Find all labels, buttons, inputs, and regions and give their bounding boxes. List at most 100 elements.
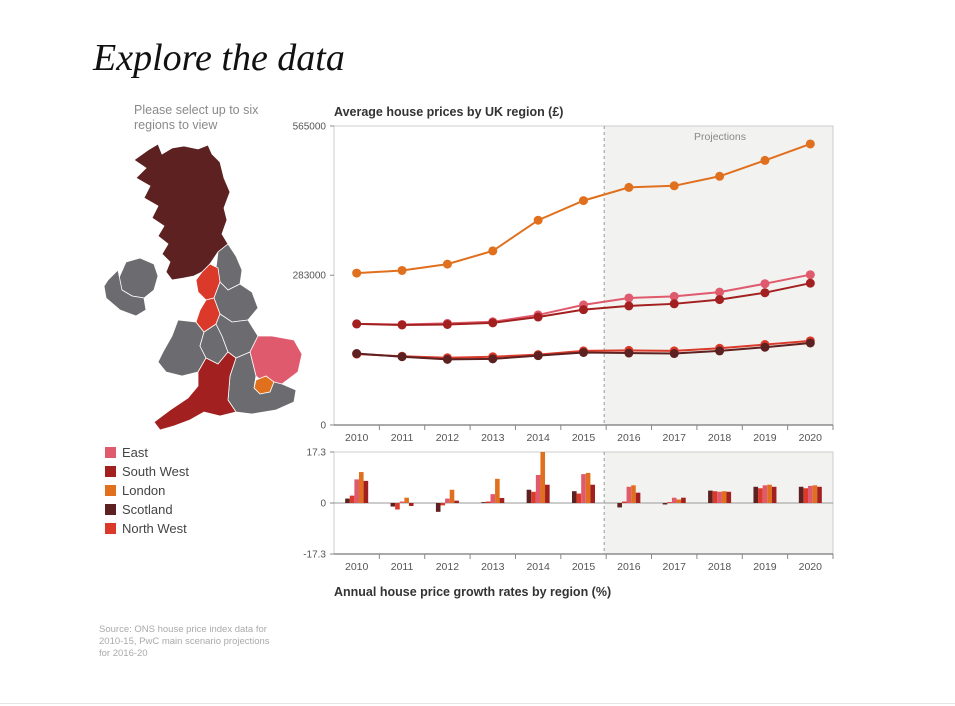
bar-north-west[interactable] [349,495,355,503]
bar-scotland[interactable] [753,486,759,503]
bar-scotland[interactable] [708,490,713,503]
data-point[interactable] [760,342,770,352]
bar-london[interactable] [585,472,591,503]
legend-item-north-west[interactable]: North West [105,519,189,538]
data-point[interactable] [624,182,634,192]
data-point[interactable] [533,215,543,225]
bar-east[interactable] [717,491,722,503]
data-point[interactable] [669,349,679,359]
data-point[interactable] [805,338,815,348]
data-point[interactable] [669,181,679,191]
data-point[interactable] [442,259,452,269]
bar-london[interactable] [676,499,682,503]
bar-scotland[interactable] [435,503,441,512]
map-region-wales[interactable] [157,319,207,377]
data-point[interactable] [715,295,725,305]
bar-south-west[interactable] [363,480,369,503]
bar-london[interactable] [404,497,409,503]
data-point[interactable] [579,305,588,315]
bar-london[interactable] [812,485,818,503]
data-point[interactable] [805,278,815,288]
map-region-south-west[interactable] [153,351,237,431]
data-point[interactable] [397,320,407,330]
bar-south-west[interactable] [635,492,641,503]
legend-item-south-west[interactable]: South West [105,462,189,481]
bar-south-west[interactable] [771,486,777,503]
bar-scotland[interactable] [481,502,486,503]
data-point[interactable] [624,301,634,311]
data-point[interactable] [397,265,407,275]
data-point[interactable] [715,287,725,297]
bar-north-west[interactable] [531,491,536,503]
data-point[interactable] [760,279,770,289]
data-point[interactable] [805,270,815,280]
bar-east[interactable] [399,501,405,503]
bar-scotland[interactable] [526,489,532,503]
data-point[interactable] [715,171,725,181]
data-point[interactable] [715,346,725,356]
map-region-scotland[interactable] [133,143,231,281]
bar-south-west[interactable] [408,503,414,506]
bar-scotland[interactable] [345,498,350,503]
bar-south-west[interactable] [545,484,550,503]
data-point[interactable] [669,299,679,309]
bar-scotland[interactable] [662,503,668,505]
data-point[interactable] [352,349,362,359]
bar-east[interactable] [671,497,677,503]
map-region-north-west-south[interactable] [195,297,221,333]
bar-scotland[interactable] [390,503,396,507]
data-point[interactable] [397,352,407,362]
data-point[interactable] [533,351,543,361]
data-point[interactable] [488,318,498,328]
bar-north-west[interactable] [667,502,672,503]
bar-london[interactable] [721,491,727,503]
bar-london[interactable] [495,478,500,503]
bar-north-west[interactable] [803,488,809,503]
bar-north-west[interactable] [576,493,582,503]
bar-north-west[interactable] [712,491,718,503]
bar-london[interactable] [449,489,455,503]
data-point[interactable] [442,319,452,329]
bar-south-west[interactable] [681,497,686,503]
data-point[interactable] [579,347,588,357]
bar-east[interactable] [445,498,450,503]
bar-east[interactable] [490,494,496,503]
data-point[interactable] [442,354,452,364]
data-point[interactable] [760,288,770,298]
data-point[interactable] [488,246,498,256]
data-point[interactable] [352,268,362,278]
data-point[interactable] [488,354,498,364]
bar-north-west[interactable] [621,501,627,503]
legend-item-london[interactable]: London [105,481,189,500]
data-point[interactable] [533,312,543,322]
bar-south-west[interactable] [499,497,505,503]
bar-london[interactable] [631,485,636,503]
bar-north-west[interactable] [758,488,763,503]
bar-north-west[interactable] [395,503,400,510]
bar-london[interactable] [540,452,546,503]
bar-east[interactable] [535,474,541,503]
bar-london[interactable] [358,472,364,503]
data-point[interactable] [760,155,770,165]
bar-scotland[interactable] [572,491,577,503]
legend-item-scotland[interactable]: Scotland [105,500,189,519]
data-point[interactable] [624,348,634,358]
data-point[interactable] [579,196,588,206]
bar-east[interactable] [581,474,586,503]
bar-south-west[interactable] [817,486,822,503]
bar-north-west[interactable] [440,503,446,506]
data-point[interactable] [669,291,679,301]
bar-north-west[interactable] [485,501,491,503]
bar-london[interactable] [767,484,772,503]
bar-scotland[interactable] [617,503,622,508]
data-point[interactable] [805,139,815,149]
data-point[interactable] [352,319,362,329]
bar-south-west[interactable] [454,500,459,503]
bar-east[interactable] [762,485,768,503]
data-point[interactable] [624,293,634,303]
bar-south-west[interactable] [726,491,732,503]
bar-east[interactable] [354,479,359,503]
legend-item-east[interactable]: East [105,443,189,462]
bar-east[interactable] [626,486,632,503]
bar-east[interactable] [808,485,813,503]
